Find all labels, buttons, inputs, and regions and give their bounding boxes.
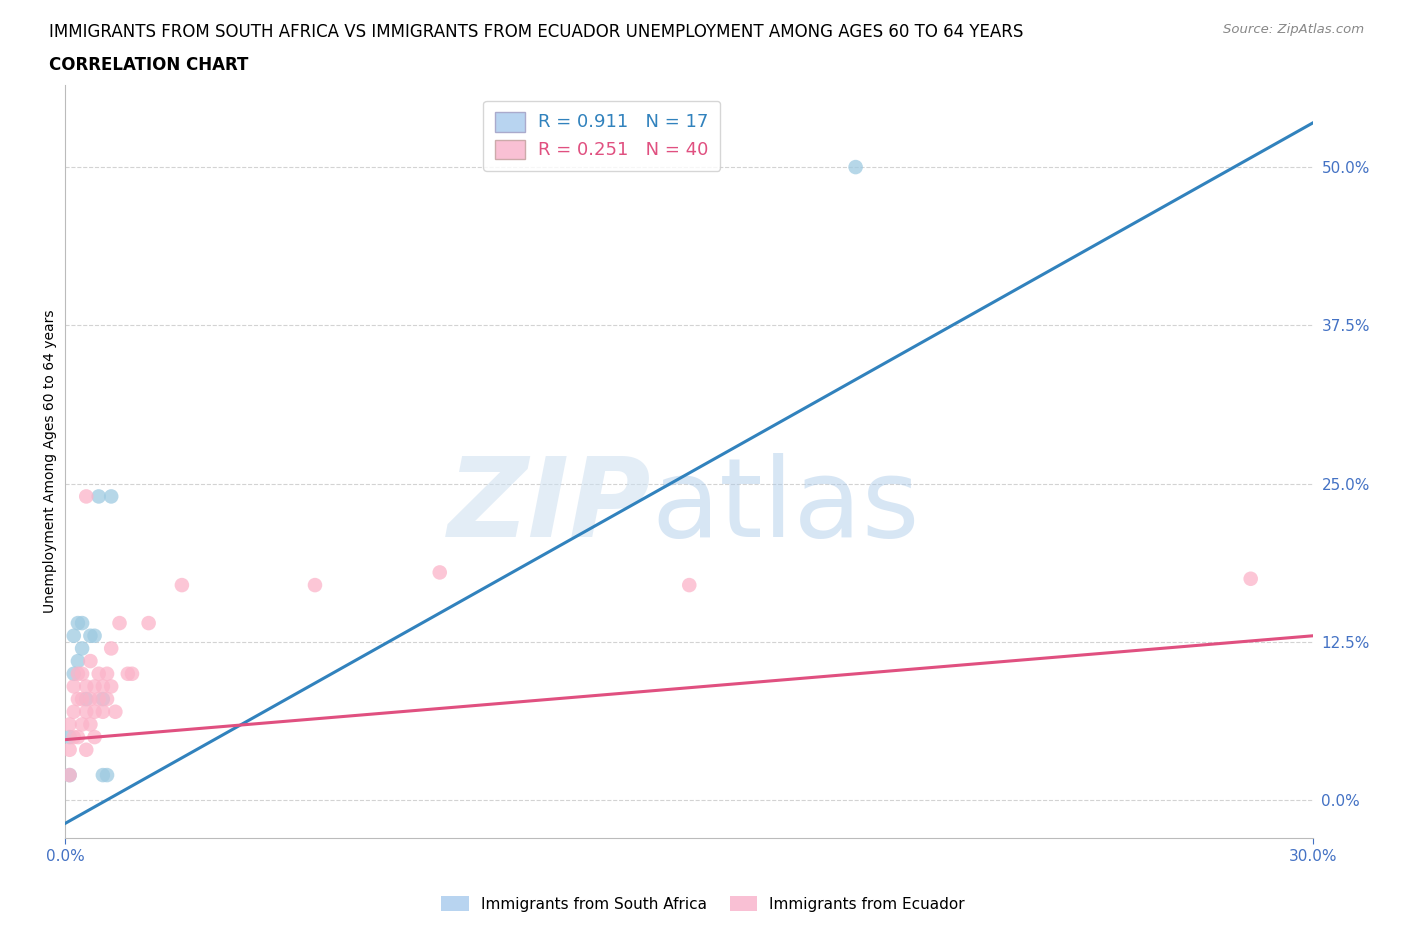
Point — [62, 629, 84, 644]
Point — [83, 629, 105, 644]
Point — [304, 578, 326, 592]
Point — [170, 578, 193, 592]
Point — [104, 704, 127, 719]
Point — [96, 666, 118, 681]
Text: ZIP: ZIP — [449, 453, 652, 560]
Point — [70, 641, 93, 656]
Text: CORRELATION CHART: CORRELATION CHART — [49, 56, 249, 73]
Point — [91, 679, 114, 694]
Point — [96, 767, 118, 782]
Point — [100, 679, 122, 694]
Point — [75, 679, 97, 694]
Point — [1240, 571, 1263, 586]
Point — [83, 730, 105, 745]
Point — [100, 641, 122, 656]
Point — [87, 666, 110, 681]
Point — [79, 654, 101, 669]
Point — [75, 742, 97, 757]
Text: atlas: atlas — [652, 453, 921, 560]
Point — [121, 666, 143, 681]
Point — [79, 717, 101, 732]
Point — [75, 692, 97, 707]
Point — [59, 742, 82, 757]
Point — [138, 616, 160, 631]
Point — [79, 692, 101, 707]
Point — [62, 666, 84, 681]
Point — [79, 629, 101, 644]
Point — [108, 616, 131, 631]
Point — [91, 767, 114, 782]
Point — [91, 704, 114, 719]
Legend: R = 0.911   N = 17, R = 0.251   N = 40: R = 0.911 N = 17, R = 0.251 N = 40 — [484, 100, 720, 171]
Point — [96, 692, 118, 707]
Point — [66, 730, 89, 745]
Point — [117, 666, 139, 681]
Point — [66, 654, 89, 669]
Point — [845, 160, 868, 175]
Point — [62, 730, 84, 745]
Point — [59, 730, 82, 745]
Point — [75, 704, 97, 719]
Point — [70, 692, 93, 707]
Point — [70, 717, 93, 732]
Point — [66, 692, 89, 707]
Point — [62, 679, 84, 694]
Point — [87, 489, 110, 504]
Point — [62, 704, 84, 719]
Text: Source: ZipAtlas.com: Source: ZipAtlas.com — [1223, 23, 1364, 36]
Point — [59, 767, 82, 782]
Y-axis label: Unemployment Among Ages 60 to 64 years: Unemployment Among Ages 60 to 64 years — [44, 310, 58, 614]
Point — [59, 767, 82, 782]
Point — [100, 489, 122, 504]
Point — [75, 489, 97, 504]
Point — [87, 692, 110, 707]
Point — [66, 616, 89, 631]
Point — [70, 666, 93, 681]
Point — [678, 578, 700, 592]
Point — [83, 679, 105, 694]
Point — [59, 717, 82, 732]
Point — [70, 616, 93, 631]
Point — [66, 666, 89, 681]
Text: IMMIGRANTS FROM SOUTH AFRICA VS IMMIGRANTS FROM ECUADOR UNEMPLOYMENT AMONG AGES : IMMIGRANTS FROM SOUTH AFRICA VS IMMIGRAN… — [49, 23, 1024, 41]
Point — [429, 565, 451, 580]
Point — [91, 692, 114, 707]
Legend: Immigrants from South Africa, Immigrants from Ecuador: Immigrants from South Africa, Immigrants… — [434, 889, 972, 918]
Point — [83, 704, 105, 719]
